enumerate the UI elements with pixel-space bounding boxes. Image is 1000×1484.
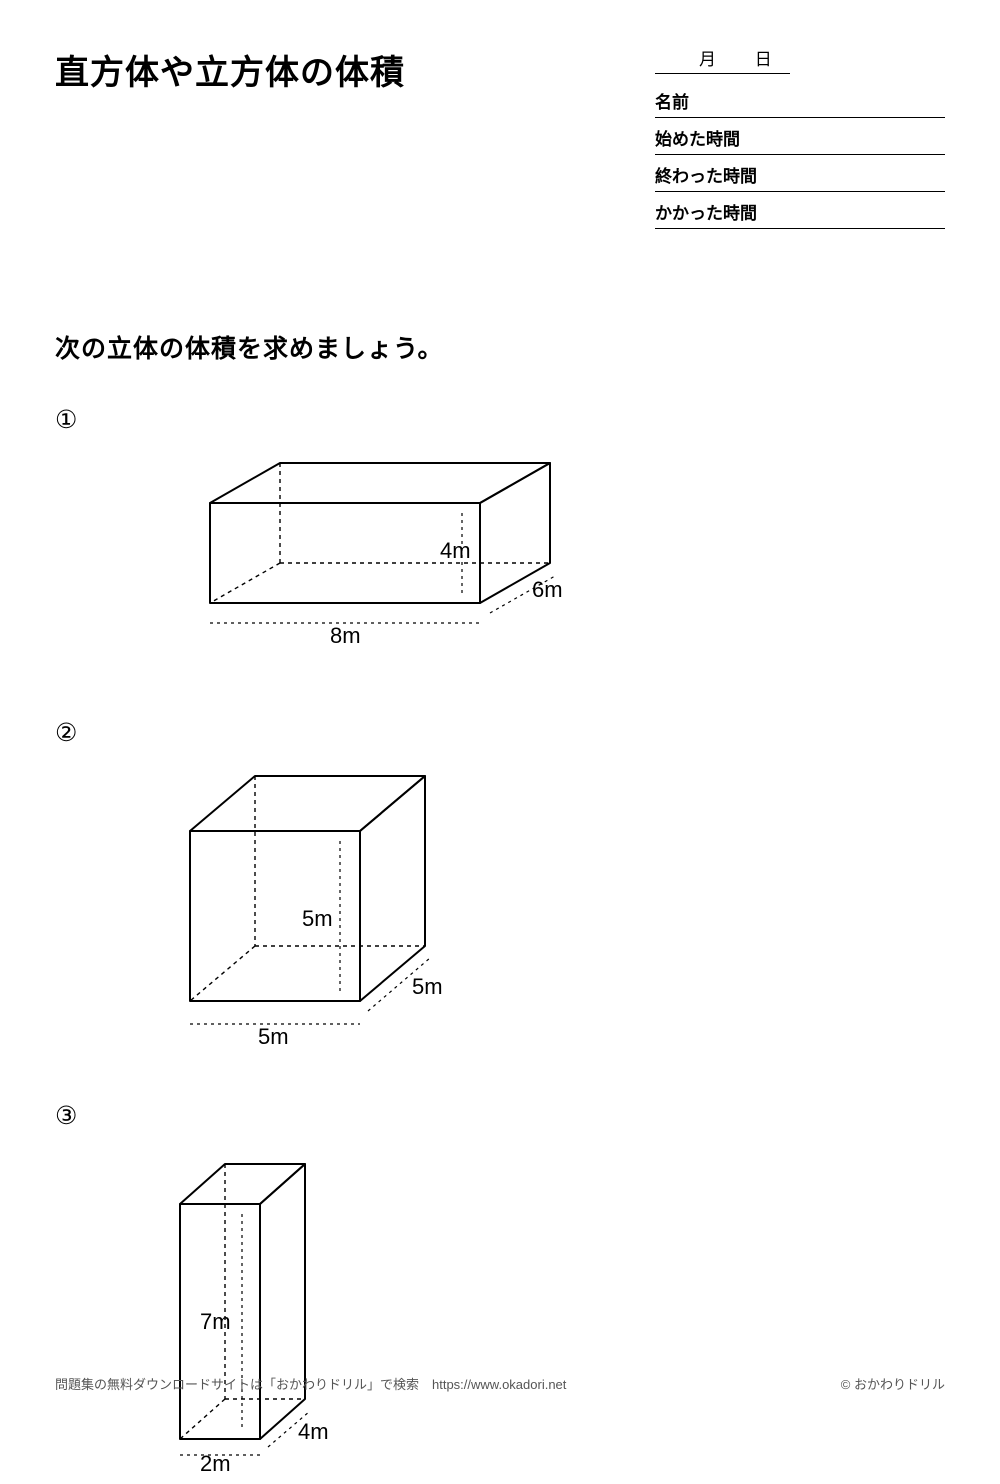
svg-text:6m: 6m <box>532 577 563 602</box>
svg-text:8m: 8m <box>330 623 361 648</box>
month-unit: 月 <box>699 50 716 69</box>
svg-text:5m: 5m <box>258 1024 289 1049</box>
svg-text:5m: 5m <box>412 974 443 999</box>
start-time-label: 始めた時間 <box>655 125 740 150</box>
svg-text:5m: 5m <box>302 906 333 931</box>
svg-text:2m: 2m <box>200 1451 231 1476</box>
footer-left: 問題集の無料ダウンロードサイトは「おかわりドリル」で検索 https://www… <box>55 1374 566 1393</box>
problem-number: ③ <box>55 1101 945 1131</box>
problem-1: ① 4m 6m 8m <box>55 405 945 688</box>
day-unit: 日 <box>755 50 772 69</box>
elapsed-time-line[interactable]: かかった時間 <box>655 192 945 229</box>
instruction-text: 次の立体の体積を求めましょう。 <box>55 329 945 365</box>
info-box: 月 日 名前 始めた時間 終わった時間 かかった時間 <box>655 45 945 229</box>
prism-1-svg: 4m 6m 8m <box>150 453 570 683</box>
problem-number: ② <box>55 718 945 748</box>
name-label: 名前 <box>655 88 689 113</box>
problem-2: ② 5m 5m 5m <box>55 718 945 1081</box>
name-line[interactable]: 名前 <box>655 81 945 118</box>
footer-right: © おかわりドリル <box>841 1374 945 1393</box>
worksheet-title: 直方体や立方体の体積 <box>55 45 405 94</box>
header-row: 直方体や立方体の体積 月 日 名前 始めた時間 終わった時間 かかった時間 <box>55 45 945 229</box>
prism-2-svg: 5m 5m 5m <box>150 766 490 1076</box>
svg-text:4m: 4m <box>440 538 471 563</box>
elapsed-time-label: かかった時間 <box>655 199 757 224</box>
problem-number: ① <box>55 405 945 435</box>
problem-3: ③ 7m 4m 2m <box>55 1101 945 1484</box>
svg-text:4m: 4m <box>298 1419 329 1444</box>
figure-2: 5m 5m 5m <box>150 766 945 1081</box>
end-time-label: 終わった時間 <box>655 162 757 187</box>
start-time-line[interactable]: 始めた時間 <box>655 118 945 155</box>
figure-1: 4m 6m 8m <box>150 453 945 688</box>
footer: 問題集の無料ダウンロードサイトは「おかわりドリル」で検索 https://www… <box>55 1374 945 1393</box>
prism-3-svg: 7m 4m 2m <box>150 1149 430 1479</box>
date-line[interactable]: 月 日 <box>655 45 790 74</box>
end-time-line[interactable]: 終わった時間 <box>655 155 945 192</box>
svg-text:7m: 7m <box>200 1309 231 1334</box>
figure-3: 7m 4m 2m <box>150 1149 945 1484</box>
